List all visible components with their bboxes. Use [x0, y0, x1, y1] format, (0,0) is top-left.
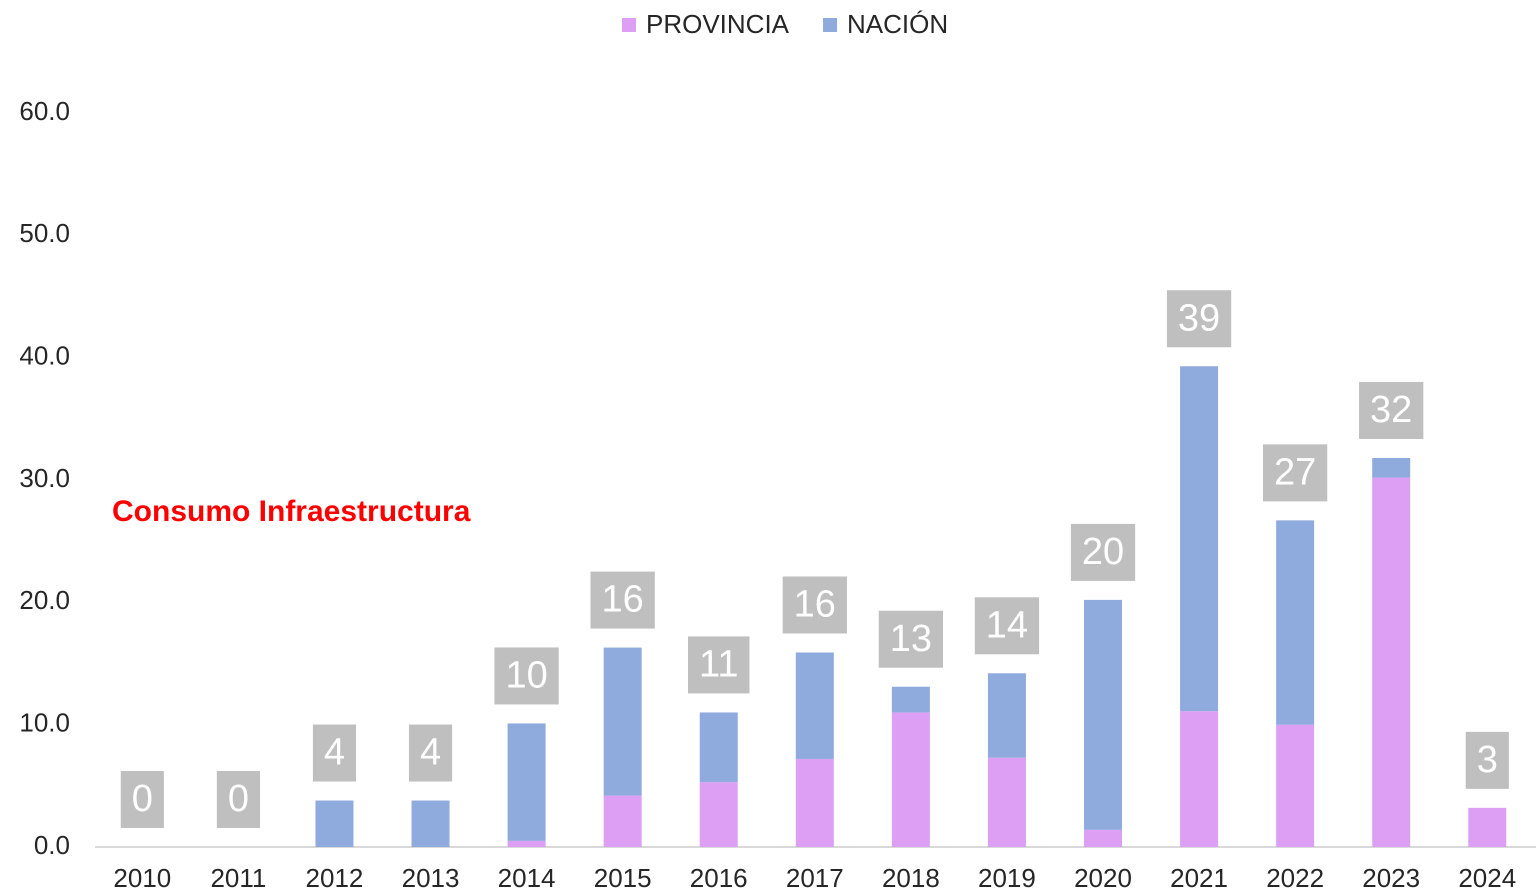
- x-tick-label: 2019: [978, 863, 1036, 893]
- total-label-box: [1465, 731, 1509, 789]
- x-tick-label: 2011: [210, 863, 266, 893]
- bar-segment: [1084, 829, 1122, 847]
- y-tick-label: 50.0: [19, 218, 70, 248]
- total-label-box: [120, 771, 164, 828]
- legend-label: PROVINCIA: [646, 9, 790, 39]
- total-label: 10: [505, 654, 547, 696]
- total-label-box: [1359, 381, 1424, 439]
- total-label-box: [1070, 523, 1136, 581]
- bar-segment: [891, 686, 930, 713]
- bar-segment: [795, 758, 834, 847]
- bar-segment: [795, 652, 834, 759]
- x-tick-label: 2013: [402, 863, 460, 893]
- bar-segment: [1084, 599, 1122, 830]
- x-tick-label: 2024: [1458, 863, 1516, 893]
- bar-segment: [315, 800, 354, 847]
- total-label: 14: [986, 604, 1028, 646]
- y-tick-label: 10.0: [19, 708, 70, 738]
- y-tick-label: 60.0: [19, 96, 70, 126]
- total-label-box: [688, 636, 750, 694]
- x-tick-label: 2016: [690, 863, 748, 893]
- y-tick-label: 0.0: [34, 830, 70, 860]
- y-tick-label: 30.0: [19, 463, 70, 493]
- y-tick-label: 40.0: [19, 341, 70, 371]
- total-label-box: [494, 647, 559, 705]
- x-tick-label: 2021: [1170, 863, 1228, 893]
- x-tick-label: 2022: [1266, 863, 1324, 893]
- legend-label: NACIÓN: [847, 9, 948, 39]
- total-label: 0: [228, 778, 249, 820]
- bar-segment: [987, 757, 1026, 847]
- bar-segment: [507, 723, 546, 841]
- total-label-box: [782, 576, 847, 634]
- x-tick-label: 2010: [113, 863, 171, 893]
- total-label: 16: [794, 584, 836, 626]
- x-tick-label: 2015: [594, 863, 652, 893]
- bar-segment: [603, 795, 642, 847]
- x-tick-label: 2017: [786, 863, 844, 893]
- bar-segment: [1276, 520, 1315, 725]
- bar-segment: [699, 712, 738, 783]
- legend-swatch: [823, 18, 838, 32]
- total-label: 11: [699, 643, 738, 685]
- x-tick-label: 2020: [1074, 863, 1132, 893]
- bar-segment: [1372, 457, 1411, 478]
- total-label-box: [1262, 444, 1328, 502]
- bar-segment: [1180, 711, 1219, 847]
- total-label: 32: [1370, 389, 1412, 431]
- legend-swatch: [622, 18, 636, 32]
- total-label-box: [1166, 290, 1232, 348]
- x-tick-label: 2014: [498, 863, 556, 893]
- total-label: 3: [1477, 739, 1498, 781]
- total-label: 16: [602, 579, 644, 621]
- y-tick-label: 20.0: [19, 585, 70, 615]
- bar-segment: [1180, 366, 1219, 712]
- total-label-box: [408, 724, 453, 782]
- total-label-box: [878, 610, 944, 668]
- bar-segment: [1372, 477, 1411, 847]
- bar-segment: [699, 782, 738, 847]
- bar-segment: [1468, 807, 1507, 847]
- total-label: 27: [1274, 451, 1316, 493]
- x-tick-label: 2018: [882, 863, 940, 893]
- total-label: 13: [890, 618, 932, 660]
- total-label-box: [974, 597, 1040, 655]
- legend: PROVINCIA NACIÓN: [622, 9, 948, 39]
- annotation: Consumo Infraestructura: [112, 495, 471, 528]
- bar-segment: [507, 840, 546, 847]
- bar-segment: [891, 712, 930, 847]
- total-label: 4: [324, 732, 345, 774]
- total-label: 39: [1178, 297, 1220, 339]
- bar-segment: [411, 800, 450, 847]
- total-label: 20: [1082, 531, 1124, 573]
- bar-segment: [1276, 724, 1315, 847]
- total-label-box: [312, 724, 357, 782]
- total-label: 4: [420, 732, 441, 774]
- total-label-box: [216, 771, 260, 828]
- x-tick-label: 2012: [306, 863, 364, 893]
- bar-segment: [603, 647, 642, 796]
- x-tick-label: 2023: [1362, 863, 1420, 893]
- total-label-box: [590, 571, 655, 629]
- total-label: 0: [132, 778, 153, 820]
- bar-segment: [987, 673, 1026, 758]
